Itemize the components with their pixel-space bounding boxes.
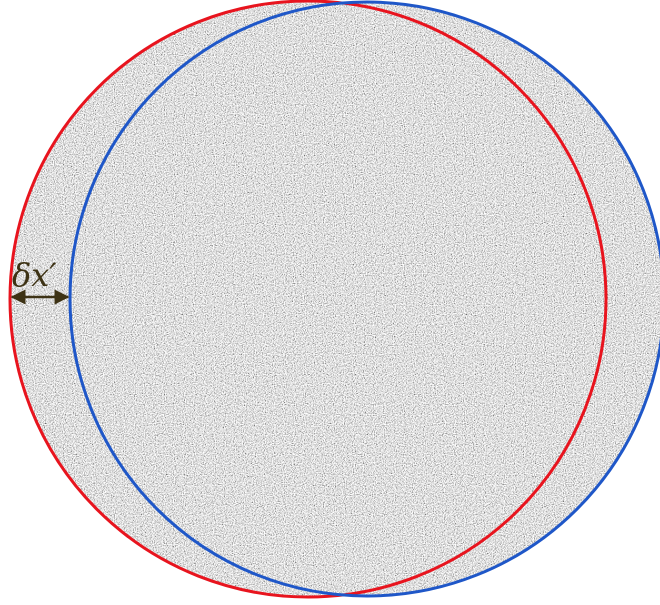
shift-label: δx′: [12, 256, 57, 294]
reference-circle: [8, 0, 608, 599]
shifted-circle: [68, 0, 660, 598]
